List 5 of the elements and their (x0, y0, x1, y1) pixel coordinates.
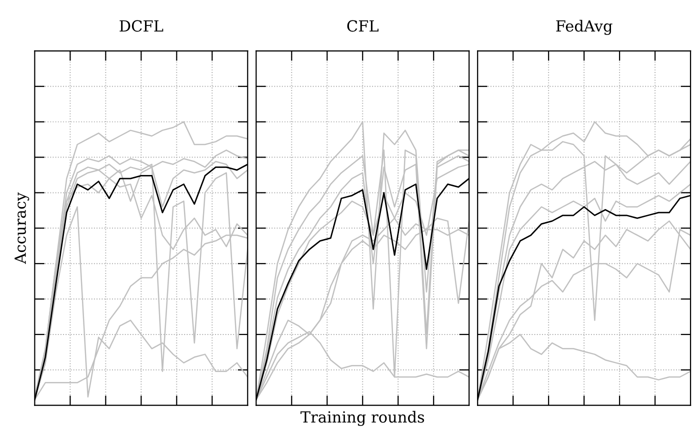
y-axis-title: Accuracy (14, 192, 30, 264)
x-axis-title: Training rounds (300, 410, 424, 426)
chart-title: CFL (347, 20, 378, 32)
chart-title: FedAvg (556, 20, 612, 35)
chart-title: DCFL (120, 20, 164, 32)
